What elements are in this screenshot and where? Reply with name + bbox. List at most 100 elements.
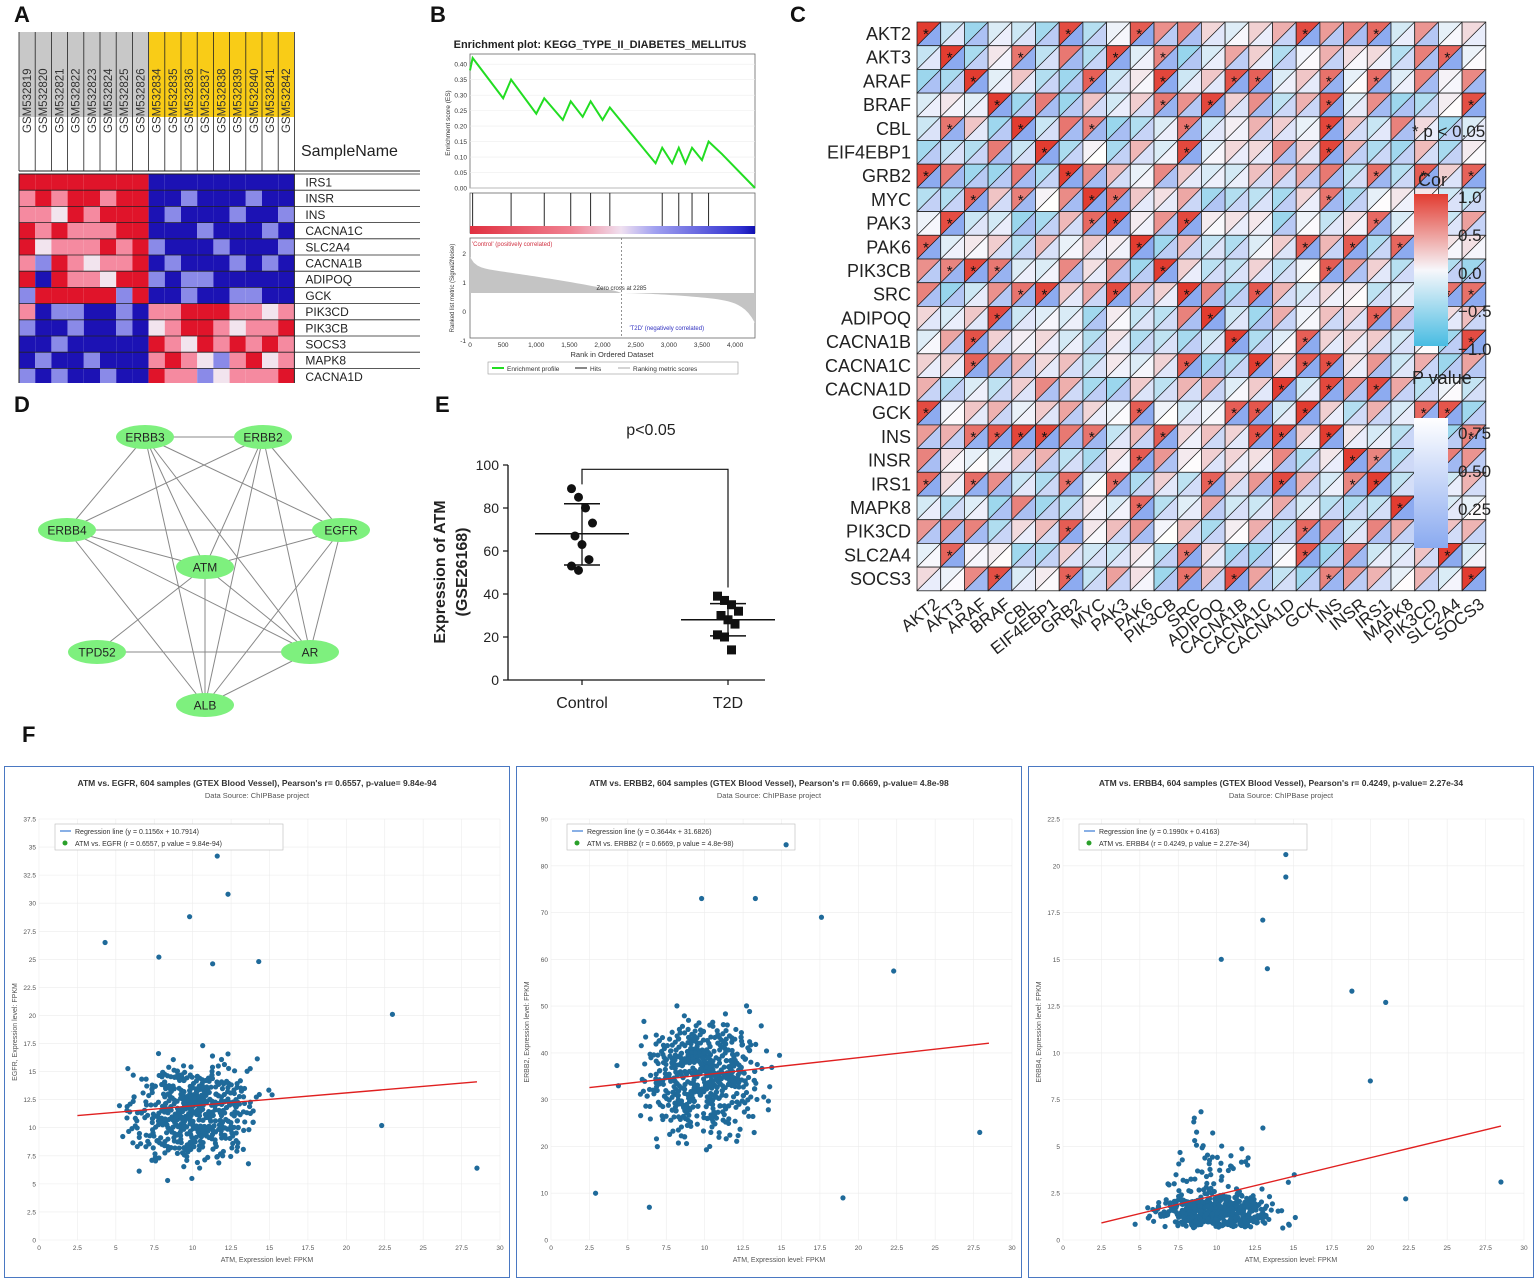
cor-triangle (1367, 401, 1391, 425)
scatter-point (721, 1103, 728, 1109)
sig-star: * (947, 121, 953, 138)
heatmap-cell (51, 255, 68, 272)
scatter-point (162, 1116, 168, 1122)
scatter-point (188, 1112, 194, 1119)
scatter-point (1238, 1222, 1245, 1229)
x-axis-label: ATM, Expression level: FPKM (733, 1257, 826, 1264)
scatter-point (729, 1039, 735, 1045)
t2d-square (720, 632, 729, 642)
sig-star: * (1468, 287, 1474, 304)
cell-diagonal (1272, 116, 1297, 141)
row-gene-label: ADIPOQ (841, 308, 911, 328)
cell-diagonal (1248, 116, 1273, 141)
cell-diagonal (1058, 519, 1084, 544)
scatter-point (1204, 1203, 1210, 1209)
cell-diagonal (1390, 140, 1415, 165)
cor-triangle (1248, 235, 1273, 259)
pvalue-triangle (1296, 377, 1320, 402)
scatter-point (1192, 1206, 1198, 1212)
cell-diagonal (1390, 329, 1415, 355)
metric-axis-label: Ranked list metric (Signal2Noise) (450, 244, 456, 333)
sig-star: * (1444, 405, 1450, 422)
cell-diagonal (1272, 187, 1297, 212)
cell-diagonal (1153, 353, 1178, 378)
cor-triangle (1343, 448, 1368, 473)
scatter-point (233, 1104, 239, 1110)
sig-star: * (1065, 476, 1071, 493)
sig-star: * (1279, 382, 1285, 399)
cell-diagonal (916, 353, 941, 378)
cell-diagonal (1058, 448, 1084, 473)
scatter-point (218, 1094, 225, 1100)
scatter-point (214, 853, 220, 859)
scatter-point (643, 1034, 649, 1040)
pvalue-triangle (1272, 69, 1297, 94)
cell-diagonal (1367, 329, 1392, 355)
heatmap-cell (245, 336, 262, 353)
pvalue-triangle (988, 22, 1012, 46)
cor-triangle (1106, 259, 1131, 283)
scatter-point (152, 1102, 159, 1108)
scatter-point (708, 1112, 714, 1118)
network-node-label: ATM (193, 561, 217, 575)
scatter-point (644, 1093, 650, 1099)
scatter-point (1219, 1143, 1225, 1149)
gene-label: GCK (305, 289, 331, 303)
t2d-square (720, 595, 729, 605)
pvalue-triangle (1414, 543, 1439, 568)
t2d-square (713, 630, 722, 640)
pvalue-triangle (1154, 187, 1178, 212)
scatter-point (234, 1148, 240, 1154)
heatmap-cell (19, 336, 36, 353)
cor-triangle (1343, 543, 1368, 568)
cell-diagonal (1177, 258, 1202, 283)
scatter-point (1266, 1194, 1273, 1200)
scatter-point (653, 1041, 659, 1047)
y-axis-label-2: (GSE26168) (454, 528, 471, 617)
scatter-point (1228, 1216, 1234, 1222)
scatter-point (685, 1026, 691, 1032)
cor-triangle (940, 116, 965, 141)
scatter-point (1285, 1179, 1291, 1185)
scatter-point (734, 1138, 740, 1144)
heatmap-cell (229, 238, 246, 255)
x-tick-label: 0 (468, 342, 472, 349)
cor-triangle (1248, 69, 1273, 94)
cell-diagonal (1106, 543, 1131, 568)
heatmap-cell (181, 255, 198, 272)
negative-label: 'T2D' (negatively correlated) (629, 326, 704, 332)
scatter-point (1203, 1173, 1210, 1180)
cell-diagonal (1319, 163, 1344, 189)
cell-diagonal (1461, 21, 1487, 46)
pvalue-triangle (1296, 496, 1320, 520)
scatter-point (197, 1109, 203, 1115)
cell-diagonal (1414, 140, 1439, 165)
cell-diagonal (1130, 329, 1155, 355)
cell-diagonal (1343, 235, 1368, 260)
scatter-point (746, 1113, 752, 1119)
scatter-point (670, 1128, 676, 1134)
y-tick-label: 0.30 (454, 93, 467, 100)
cell-diagonal (1177, 116, 1202, 141)
scatter-point (752, 895, 758, 902)
scatter-point (1180, 1214, 1186, 1220)
cor-triangle (1367, 45, 1391, 70)
cell-diagonal (1414, 92, 1439, 118)
pvalue-triangle (1391, 164, 1415, 188)
cell-diagonal (1153, 543, 1178, 568)
scatter-point (150, 1111, 156, 1117)
cell-diagonal (1414, 353, 1439, 378)
heatmap-cell (229, 190, 246, 207)
cell-diagonal (1367, 92, 1392, 118)
y-tick-label: 40 (483, 586, 499, 602)
cell-diagonal (1414, 163, 1439, 189)
cell-diagonal (1461, 377, 1487, 402)
cell-diagonal (1461, 258, 1487, 283)
cor-triangle (1367, 164, 1391, 188)
scatter-point (180, 1063, 187, 1069)
scatter-point (717, 1103, 723, 1109)
cell-diagonal (1272, 472, 1297, 497)
heatmap-cell (67, 222, 84, 239)
cell-diagonal (987, 377, 1013, 402)
cell-diagonal (1011, 116, 1036, 141)
